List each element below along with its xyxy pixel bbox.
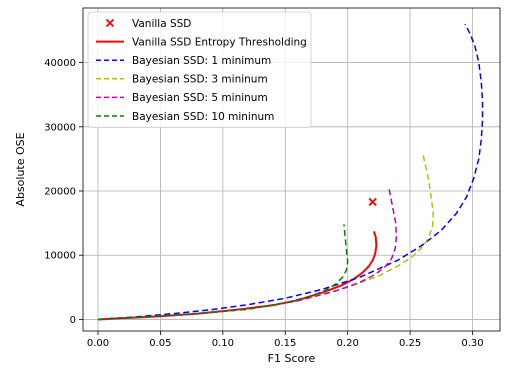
series-layer (97, 23, 484, 321)
plot-frame (82, 7, 501, 332)
y-tick-label: 10000 (44, 251, 76, 262)
x-axis-label: F1 Score (268, 352, 316, 365)
legend: Vanilla SSD Vanilla SSD Entropy Threshold… (87, 11, 312, 128)
y-axis-label: Absolute OSE (14, 132, 27, 206)
legend-label: Bayesian SSD: 10 mininum (132, 111, 274, 123)
legend-entry: Bayesian SSD: 5 mininum (96, 92, 268, 104)
x-tick-label: 0.10 (212, 338, 234, 349)
legend-swatch (105, 18, 115, 28)
legend-entry: Bayesian SSD: 3 mininum (96, 74, 268, 86)
legend-label: Bayesian SSD: 1 minimum (132, 55, 271, 67)
series-line-bayesian-ssd-10-mininum (97, 224, 349, 321)
y-tick-label: 20000 (44, 187, 76, 198)
x-tick-label: 0.00 (87, 338, 109, 349)
legend-label: Vanilla SSD Entropy Thresholding (132, 36, 307, 48)
series-marker-vanilla-ssd (368, 197, 377, 207)
x-axis-ticks: 0.00 0.05 0.10 0.15 0.20 0.25 0.30 (87, 331, 484, 349)
legend-label: Vanilla SSD (132, 18, 191, 30)
y-tick-label: 40000 (44, 58, 76, 69)
series-line-bayesian-ssd-5-mininum (97, 187, 398, 321)
legend-entry: Vanilla SSD (105, 18, 191, 30)
legend-entry: Vanilla SSD Entropy Thresholding (96, 36, 307, 48)
x-tick-label: 0.15 (274, 338, 296, 349)
y-tick-label: 0 (70, 315, 76, 326)
legend-label: Bayesian SSD: 3 mininum (132, 74, 268, 86)
legend-label: Bayesian SSD: 5 mininum (132, 92, 268, 104)
x-tick-label: 0.30 (461, 338, 483, 349)
series-line-vanilla-ssd-entropy-thresholding (97, 231, 378, 321)
y-tick-label: 30000 (44, 122, 76, 133)
y-axis-ticks: 0 10000 20000 30000 40000 (44, 58, 83, 326)
x-tick-label: 0.05 (149, 338, 171, 349)
series-line-bayesian-ssd-1-minimum (97, 23, 484, 321)
legend-entry: Bayesian SSD: 1 minimum (96, 55, 271, 67)
x-tick-label: 0.20 (337, 338, 359, 349)
legend-entry: Bayesian SSD: 10 mininum (96, 111, 274, 123)
legend-box (87, 11, 312, 128)
series-line-bayesian-ssd-3-mininum (97, 152, 434, 321)
x-tick-label: 0.25 (399, 338, 421, 349)
